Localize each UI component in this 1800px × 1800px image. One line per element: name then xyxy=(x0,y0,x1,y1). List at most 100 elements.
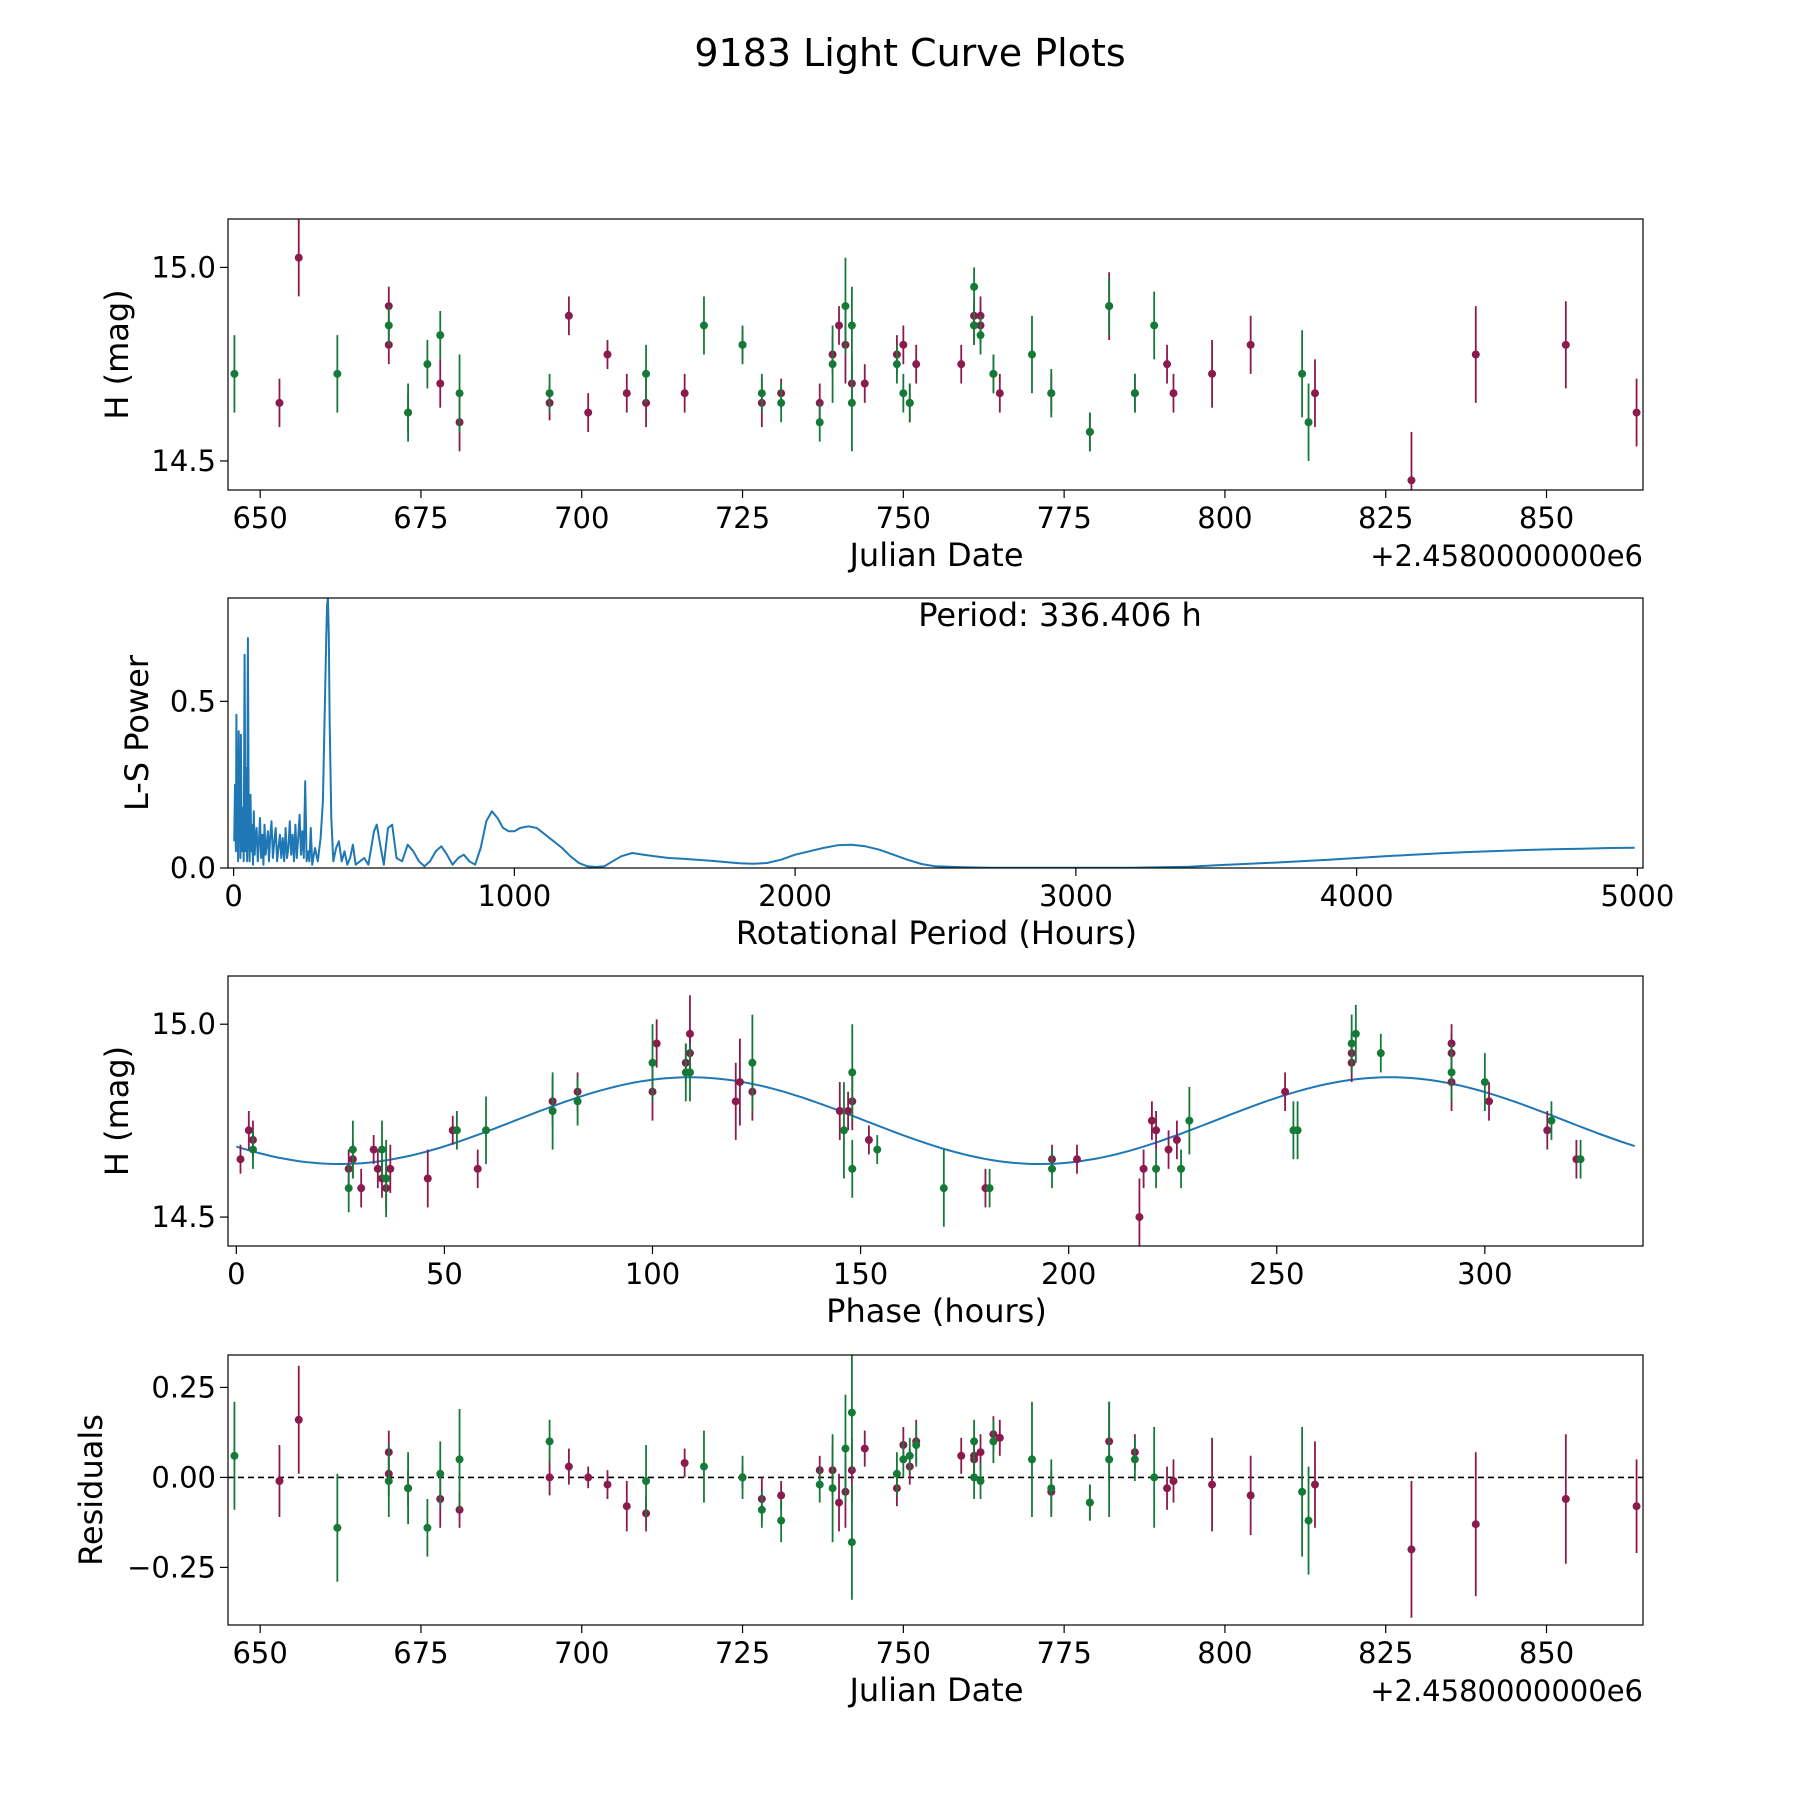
data-point xyxy=(1130,389,1139,398)
x-tick-label: 0 xyxy=(227,1257,245,1291)
data-point xyxy=(1105,302,1114,311)
data-point xyxy=(1027,350,1036,359)
x-axis-label: Rotational Period (Hours) xyxy=(736,914,1137,952)
data-point xyxy=(912,1441,921,1449)
data-point xyxy=(939,1184,948,1193)
x-tick-label: 3000 xyxy=(1039,879,1113,913)
data-point xyxy=(873,1145,882,1154)
data-point xyxy=(1073,1155,1081,1164)
y-tick-label: 0.5 xyxy=(170,684,216,718)
data-point xyxy=(847,1538,856,1547)
data-point xyxy=(482,1126,491,1135)
data-point xyxy=(473,1164,482,1173)
data-point xyxy=(545,1437,554,1446)
data-point xyxy=(1298,1487,1307,1496)
data-point xyxy=(777,1516,786,1525)
x-tick-label: 650 xyxy=(232,1636,287,1670)
data-point xyxy=(815,418,824,427)
panel-periodogram: 0 1000 2000 3000 4000 5000 0.0 0.5 Rotational Pe… xyxy=(118,596,1674,952)
x-tick-label: 800 xyxy=(1197,1636,1252,1670)
data-point xyxy=(777,1491,786,1500)
data-point xyxy=(912,360,921,369)
x-tick-label: 750 xyxy=(876,1636,931,1670)
data-point xyxy=(1047,1484,1056,1493)
data-point xyxy=(731,1097,740,1106)
data-point xyxy=(1152,1164,1161,1173)
x-tick-label: 0 xyxy=(224,879,242,913)
data-point xyxy=(685,1029,694,1038)
x-axis-label: Julian Date xyxy=(847,536,1023,574)
x-tick-label: 750 xyxy=(876,501,931,535)
data-point xyxy=(1163,360,1172,369)
data-point xyxy=(1185,1116,1194,1125)
panel-residuals: 650 675 700 725 750 775 800 825 850 0.25 0.00 −0.25… xyxy=(72,1354,1644,1709)
data-point xyxy=(1130,1455,1139,1464)
x-tick-label: 2000 xyxy=(758,879,832,913)
data-point xyxy=(248,1145,257,1154)
data-point xyxy=(1208,1480,1217,1489)
series-a xyxy=(275,219,1641,490)
data-point xyxy=(970,282,979,291)
data-point xyxy=(848,1068,857,1077)
data-point xyxy=(386,1164,395,1173)
data-point xyxy=(738,1473,747,1482)
x-tick-label: 650 xyxy=(232,501,287,535)
data-point xyxy=(455,389,464,398)
data-point xyxy=(1085,427,1094,436)
data-point xyxy=(989,369,998,378)
data-point xyxy=(1471,1520,1480,1529)
data-point xyxy=(1085,1498,1094,1507)
data-point xyxy=(1310,1480,1319,1489)
data-point xyxy=(1632,1502,1641,1511)
data-point xyxy=(847,398,856,407)
data-point xyxy=(1105,1455,1114,1464)
x-tick-label: 850 xyxy=(1519,501,1574,535)
data-point xyxy=(348,1145,357,1154)
data-point xyxy=(423,1523,432,1532)
data-point xyxy=(1576,1155,1585,1164)
data-point xyxy=(294,253,303,262)
data-point xyxy=(652,1039,661,1048)
x-tick-label: 150 xyxy=(833,1257,888,1291)
data-point xyxy=(892,1469,901,1478)
x-axis-label: Julian Date xyxy=(847,1671,1023,1709)
data-point xyxy=(436,331,445,340)
data-point xyxy=(230,1451,239,1460)
data-point xyxy=(455,1455,464,1464)
x-tick-label: 725 xyxy=(715,1636,770,1670)
data-point xyxy=(1027,1455,1036,1464)
data-point xyxy=(545,389,554,398)
data-point xyxy=(976,331,985,340)
data-point xyxy=(1407,1545,1416,1554)
data-point xyxy=(957,1451,966,1460)
data-point xyxy=(236,1155,245,1164)
data-point xyxy=(275,1477,284,1485)
data-point xyxy=(573,1097,582,1106)
data-point xyxy=(1543,1126,1552,1135)
x-tick-label: 700 xyxy=(554,1636,609,1670)
y-tick-label: 0.0 xyxy=(170,851,216,885)
x-tick-label: 250 xyxy=(1249,1257,1304,1291)
data-point xyxy=(1172,1135,1181,1144)
data-point xyxy=(989,1437,998,1446)
data-point xyxy=(1164,1145,1173,1154)
data-point xyxy=(835,1107,844,1115)
x-tick-label: 700 xyxy=(554,501,609,535)
data-point xyxy=(848,1164,857,1173)
data-point xyxy=(382,1174,391,1183)
data-point xyxy=(735,1078,744,1087)
data-point xyxy=(835,321,844,330)
series-b xyxy=(230,1355,1313,1600)
data-point xyxy=(835,1498,844,1507)
data-point xyxy=(976,1477,985,1485)
data-point xyxy=(748,1058,757,1067)
data-point xyxy=(1150,1473,1159,1482)
plot-area xyxy=(230,219,1641,490)
data-point xyxy=(828,360,837,369)
y-tick-label: 0.00 xyxy=(151,1460,216,1494)
data-point xyxy=(1208,369,1217,378)
data-point xyxy=(905,398,914,407)
x-tick-label: 1000 xyxy=(477,879,551,913)
data-point xyxy=(369,1145,378,1154)
data-point xyxy=(230,369,239,378)
